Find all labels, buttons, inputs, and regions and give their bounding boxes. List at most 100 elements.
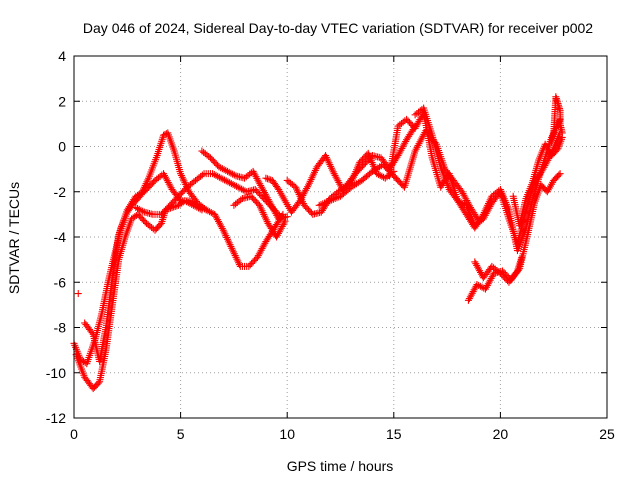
data-point [164,178,172,186]
data-point [160,170,168,178]
data-point [332,173,340,181]
data-point [272,210,280,218]
y-axis-label: SDTVAR / TECUs [6,182,22,294]
data-point [268,203,276,211]
data-point [336,180,344,188]
data-point [165,180,173,188]
data-point [512,269,520,277]
data-point [261,190,269,198]
data-point [260,241,268,249]
data-point [263,175,271,183]
y-tick-label: -4 [54,229,67,245]
data-point [301,188,309,196]
data-point [198,171,206,179]
data-point [262,174,270,182]
data-point [330,170,338,178]
y-tick-label: 0 [58,139,66,155]
data-point [267,201,275,209]
data-point [315,201,323,209]
data-point [483,282,491,290]
data-point [416,116,424,124]
data-point [74,290,82,298]
data-point [255,250,263,258]
data-point [307,209,315,217]
data-point [263,194,271,202]
x-tick-label: 25 [599,426,615,442]
data-point [161,173,169,181]
y-tick-label: -6 [54,274,67,290]
data-point [273,233,281,241]
data-point [212,212,220,220]
data-point [217,223,225,231]
data-point [94,379,102,387]
data-point [368,167,376,175]
data-point [367,153,375,161]
data-point [399,143,407,151]
data-point [415,117,423,125]
data-point [335,178,343,186]
data-point [273,211,281,219]
data-point [412,123,420,131]
data-point [333,175,341,183]
data-point [213,214,221,222]
data-point [258,245,266,253]
x-tick-label: 10 [279,426,295,442]
data-point [269,204,277,212]
data-point [257,181,265,189]
data-point [464,296,472,304]
data-point [555,171,563,179]
data-point [401,139,409,147]
y-tick-label: -2 [54,184,67,200]
data-point [253,174,261,182]
data-point [394,152,402,160]
data-point [279,221,287,229]
data-point [372,165,380,173]
data-point [354,179,362,187]
y-tick-label: -12 [46,410,66,426]
data-point [275,228,283,236]
data-point [260,187,268,195]
data-point [300,190,308,198]
data-point [328,196,336,204]
data-point [471,284,479,292]
data-point [397,146,405,154]
data-point [329,195,337,203]
data-point [278,222,286,230]
data-point [139,207,147,215]
data-point [484,280,492,288]
data-point [400,141,408,149]
data-point [211,210,219,218]
data-point [324,198,332,206]
data-point [472,260,480,268]
x-tick-label: 0 [70,426,78,442]
data-point [317,201,325,209]
data-point [262,192,270,200]
data-point [398,145,406,153]
data-point [258,183,266,191]
data-point [487,274,495,282]
data-point [280,219,288,227]
data-point [488,273,496,281]
data-point [173,202,181,210]
data-point [376,163,384,171]
y-tick-label: 4 [58,48,66,64]
data-point [518,253,526,261]
data-point [481,285,489,293]
data-point [281,217,289,225]
data-point [333,194,341,202]
data-point [396,148,404,156]
data-point [88,329,96,337]
data-point [214,216,222,224]
data-point [460,191,468,199]
data-point [319,200,327,208]
data-point [303,184,311,192]
data-point [462,195,470,203]
data-point [474,263,482,271]
data-point [253,253,261,261]
data-point [475,265,483,273]
data-point [255,178,263,186]
data-point [414,119,422,127]
data-point [270,206,278,214]
data-point [478,212,486,220]
